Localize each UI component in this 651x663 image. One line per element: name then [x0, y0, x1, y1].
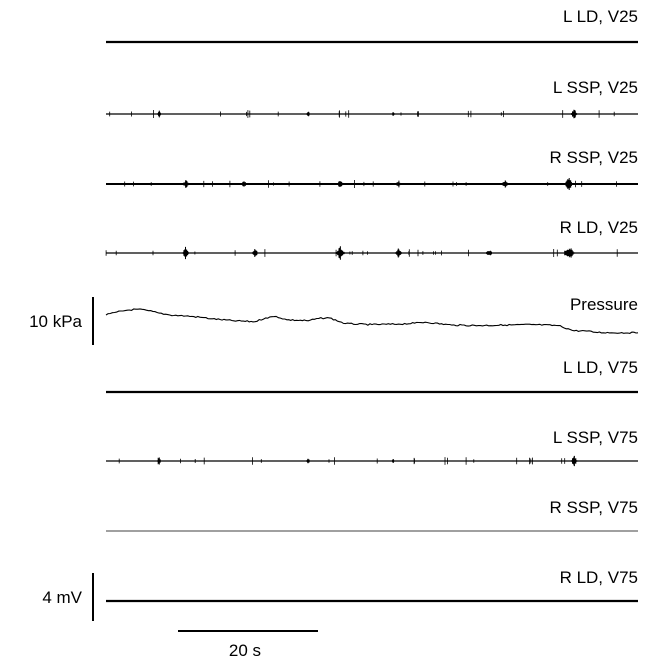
trace-label-l-ssp-v25: L SSP, V25 — [553, 78, 638, 97]
trace-group: L LD, V25 L SSP, V25 R SSP, V25 R LD, V25 Pr… — [105, 7, 639, 603]
pressure-scale-label: 10 kPa — [29, 312, 82, 331]
burst-l-ssp-v25-3 — [571, 109, 578, 119]
ticks-l-ssp-v75 — [118, 457, 566, 465]
burst-r-ssp-v25-3 — [395, 180, 403, 188]
burst-r-ssp-v25-0 — [182, 180, 189, 188]
burst-r-ld-v25-3 — [395, 248, 403, 258]
trace-label-r-ssp-v25: R SSP, V25 — [549, 148, 638, 167]
burst-r-ld-v25-1 — [251, 249, 258, 257]
burst-r-ld-v25-5 — [563, 248, 575, 258]
emg-scale-label: 4 mV — [42, 588, 82, 607]
ticks-r-ld-v25 — [105, 249, 618, 257]
burst-r-ld-v25-2 — [335, 246, 345, 260]
pressure-trace — [105, 308, 639, 334]
burst-r-ld-v25-0 — [182, 246, 190, 260]
burst-r-ssp-v25-2 — [336, 181, 344, 187]
trace-label-l-ssp-v75: L SSP, V75 — [553, 428, 638, 447]
trace-label-r-ld-v25: R LD, V25 — [560, 218, 638, 237]
burst-r-ssp-v25-1 — [241, 181, 248, 187]
burst-l-ssp-v25-0 — [157, 110, 162, 118]
burst-r-ld-v25-4 — [485, 250, 493, 256]
burst-l-ssp-v75-1 — [306, 458, 311, 464]
trace-label-r-ssp-v75: R SSP, V75 — [549, 498, 638, 517]
trace-label-r-ld-v75: R LD, V75 — [560, 568, 638, 587]
burst-l-ssp-v75-2 — [391, 459, 395, 463]
burst-r-ssp-v25-5 — [564, 178, 574, 190]
ticks-r-ssp-v25 — [124, 180, 617, 188]
burst-l-ssp-v25-1 — [306, 111, 311, 117]
burst-l-ssp-v75-3 — [571, 455, 578, 467]
trace-label-l-ld-v25: L LD, V25 — [563, 7, 638, 26]
ticks-l-ssp-v25 — [109, 110, 615, 118]
trace-label-l-ld-v75: L LD, V75 — [563, 358, 638, 377]
trace-label-pressure: Pressure — [570, 295, 638, 314]
time-scale-label: 20 s — [229, 641, 261, 660]
burst-l-ssp-v25-2 — [391, 112, 395, 116]
